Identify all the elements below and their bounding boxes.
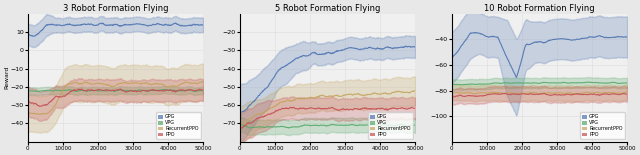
Y-axis label: Reward: Reward (4, 66, 9, 89)
Title: 10 Robot Formation Flying: 10 Robot Formation Flying (484, 4, 595, 13)
Title: 3 Robot Formation Flying: 3 Robot Formation Flying (63, 4, 168, 13)
Legend: GPG, VPG, RecurrentPPO, PPO: GPG, VPG, RecurrentPPO, PPO (156, 112, 201, 139)
Legend: GPG, VPG, RecurrentPPO, PPO: GPG, VPG, RecurrentPPO, PPO (369, 112, 413, 139)
Title: 5 Robot Formation Flying: 5 Robot Formation Flying (275, 4, 380, 13)
Legend: GPG, VPG, RecurrentPPO, PPO: GPG, VPG, RecurrentPPO, PPO (580, 112, 625, 139)
